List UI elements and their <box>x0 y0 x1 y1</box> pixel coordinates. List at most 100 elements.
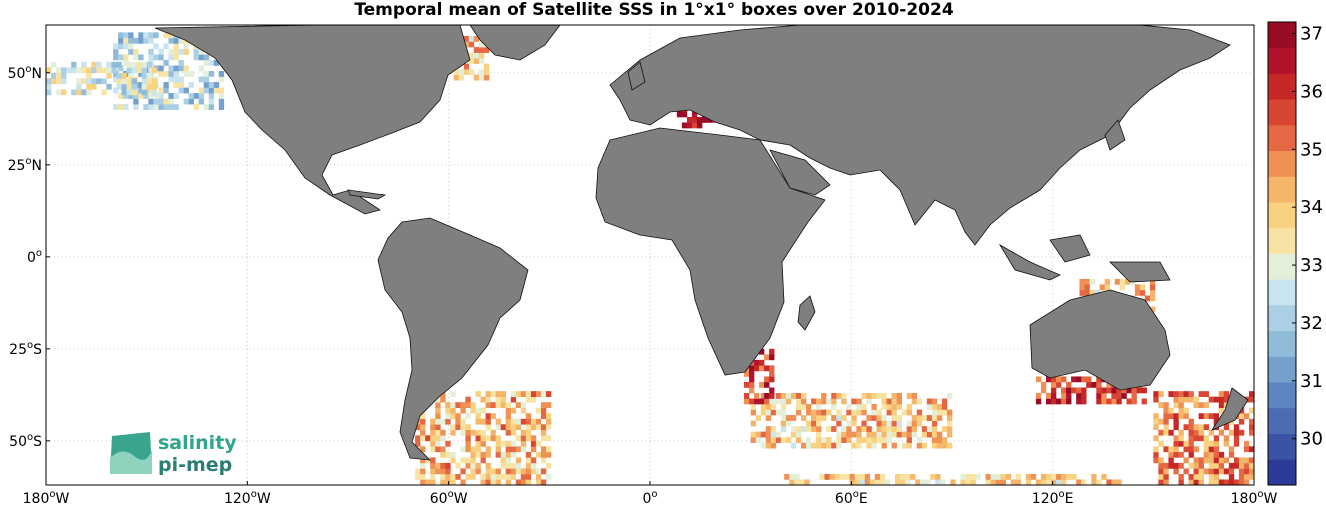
salinity-cell <box>121 78 127 85</box>
salinity-cell <box>1183 407 1189 414</box>
salinity-cell <box>765 409 772 416</box>
salinity-cell <box>1218 402 1225 409</box>
salinity-cell <box>1193 446 1199 453</box>
salinity-cell <box>780 426 787 432</box>
salinity-cell <box>1213 451 1220 458</box>
salinity-cell <box>425 479 431 486</box>
salinity-cell <box>131 67 137 74</box>
salinity-cell <box>1218 451 1225 458</box>
salinity-cell <box>138 93 144 99</box>
salinity-cell <box>1213 418 1220 425</box>
salinity-cell <box>168 104 174 110</box>
salinity-cell <box>1178 413 1184 420</box>
salinity-cell <box>1198 424 1204 431</box>
salinity-cell <box>465 462 471 469</box>
salinity-cell <box>453 69 460 75</box>
salinity-cell <box>545 413 552 420</box>
salinity-cell <box>183 98 189 105</box>
salinity-cell <box>480 479 486 486</box>
salinity-cell <box>891 431 897 438</box>
salinity-cell <box>168 37 174 44</box>
salinity-cell <box>510 429 517 436</box>
salinity-cell <box>1081 479 1087 486</box>
colorbar-segment <box>1268 150 1296 177</box>
salinity-cell <box>208 82 215 88</box>
salinity-cell <box>420 446 426 453</box>
salinity-cell <box>133 104 139 110</box>
salinity-cell <box>795 431 802 438</box>
salinity-cell <box>485 424 491 431</box>
salinity-cell <box>485 468 491 475</box>
y-tick-label: 50oS <box>9 432 42 450</box>
salinity-cell <box>785 437 792 443</box>
colorbar-segment <box>1268 253 1296 280</box>
salinity-cell <box>495 479 501 486</box>
salinity-cell <box>866 398 872 405</box>
salinity-cell <box>450 402 456 409</box>
salinity-cell <box>485 462 491 469</box>
salinity-cell <box>480 473 486 480</box>
salinity-cell <box>916 437 923 443</box>
salinity-cell <box>1198 468 1204 475</box>
salinity-cell <box>1035 398 1042 405</box>
salinity-cell <box>141 61 147 68</box>
salinity-cell <box>801 393 807 399</box>
salinity-cell <box>765 415 772 421</box>
salinity-cell <box>886 420 892 427</box>
salinity-cell <box>470 407 476 414</box>
salinity-cell <box>1040 387 1047 394</box>
salinity-cell <box>911 431 918 438</box>
salinity-cell <box>510 424 517 431</box>
salinity-cell <box>490 413 496 420</box>
salinity-cell <box>460 479 466 486</box>
salinity-cell <box>941 426 948 432</box>
salinity-cell <box>1183 468 1189 475</box>
salinity-cell <box>51 61 57 68</box>
salinity-cell <box>1188 451 1194 458</box>
salinity-cell <box>846 404 852 410</box>
salinity-cell <box>696 122 703 129</box>
salinity-cell <box>540 402 547 409</box>
salinity-cell <box>834 473 840 480</box>
salinity-cell <box>1126 398 1132 405</box>
salinity-cell <box>871 431 877 438</box>
salinity-cell <box>1208 396 1215 403</box>
salinity-cell <box>425 457 431 464</box>
salinity-cell <box>1144 295 1151 302</box>
salinity-cell <box>790 415 797 421</box>
salinity-cell <box>1153 435 1159 442</box>
salinity-cell <box>151 78 158 85</box>
salinity-cell <box>1045 376 1052 383</box>
salinity-cell <box>1243 457 1250 464</box>
salinity-cell <box>1183 440 1189 447</box>
salinity-cell <box>750 437 756 443</box>
salinity-cell <box>530 468 537 475</box>
salinity-cell <box>188 93 194 99</box>
salinity-cell <box>826 398 832 405</box>
salinity-cell <box>1173 462 1179 469</box>
salinity-cell <box>1218 457 1225 464</box>
salinity-cell <box>91 83 97 90</box>
salinity-cell <box>816 404 822 410</box>
salinity-cell <box>911 426 918 432</box>
salinity-cell <box>881 426 887 432</box>
salinity-cell <box>1203 440 1209 447</box>
salinity-cell <box>168 71 174 77</box>
x-tick-label: 60oE <box>835 489 868 507</box>
salinity-cell <box>470 446 476 453</box>
map-area <box>45 24 1255 486</box>
salinity-cell <box>1218 396 1225 403</box>
salinity-cell <box>148 93 154 99</box>
salinity-cell <box>1030 473 1037 480</box>
salinity-cell <box>510 396 517 403</box>
salinity-cell <box>765 442 772 449</box>
salinity-cell <box>1015 479 1022 486</box>
salinity-cell <box>525 418 532 425</box>
salinity-cell <box>829 473 835 480</box>
salinity-cell <box>906 437 913 443</box>
salinity-cell <box>158 65 164 72</box>
salinity-cell <box>475 440 481 447</box>
salinity-cell <box>86 89 92 96</box>
salinity-cell <box>81 89 87 96</box>
salinity-cell <box>495 473 501 480</box>
